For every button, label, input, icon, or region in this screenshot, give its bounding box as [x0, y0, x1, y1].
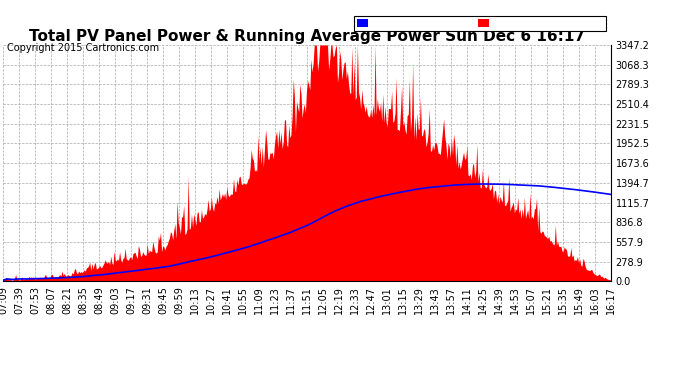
Title: Total PV Panel Power & Running Average Power Sun Dec 6 16:17: Total PV Panel Power & Running Average P… [29, 29, 585, 44]
Text: Copyright 2015 Cartronics.com: Copyright 2015 Cartronics.com [7, 43, 159, 52]
Legend: Average  (DC Watts), PV Panels  (DC Watts): Average (DC Watts), PV Panels (DC Watts) [354, 16, 606, 31]
